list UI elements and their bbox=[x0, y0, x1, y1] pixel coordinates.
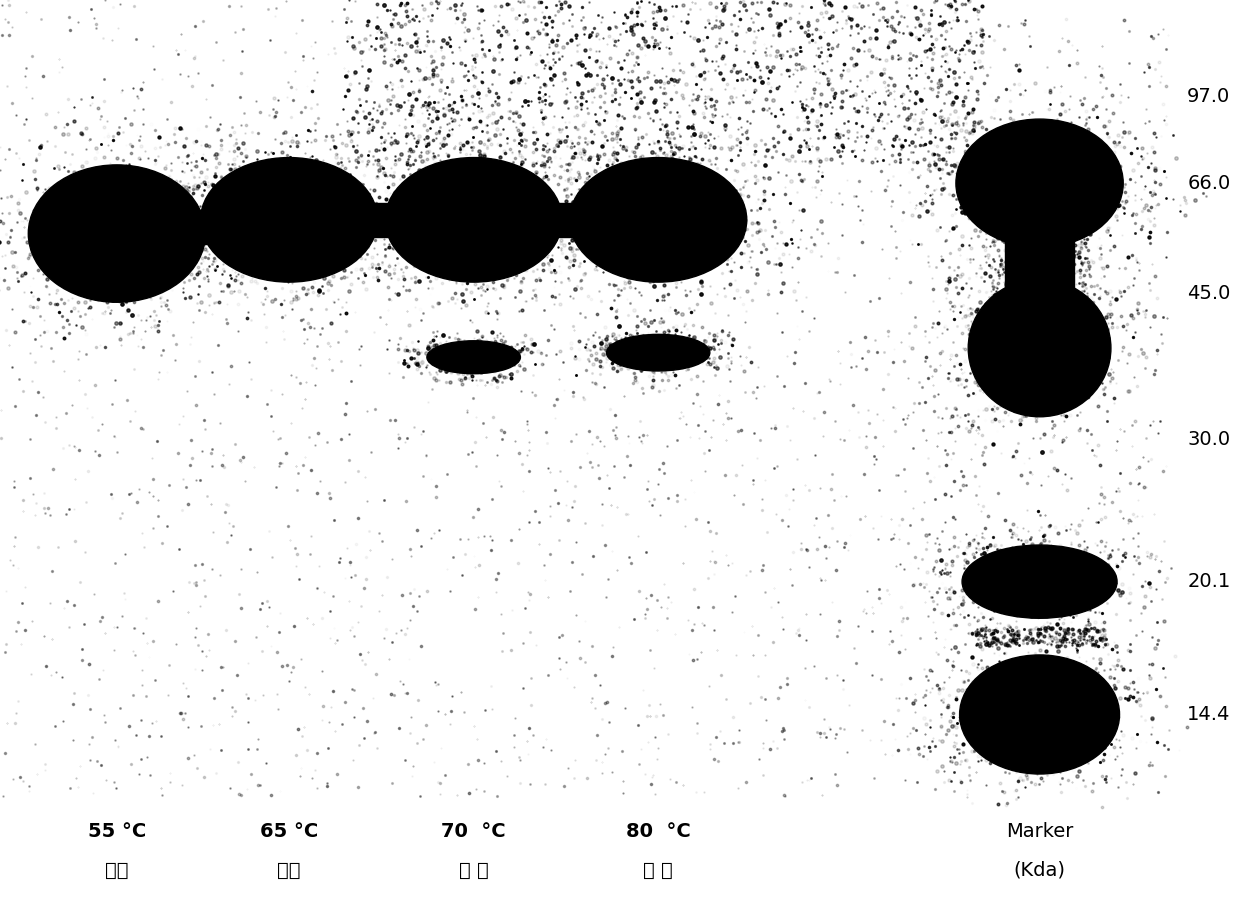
Ellipse shape bbox=[968, 279, 1111, 417]
Text: 97.0: 97.0 bbox=[1187, 87, 1230, 105]
Text: 样 品: 样 品 bbox=[644, 861, 673, 879]
Text: 55 °C: 55 °C bbox=[88, 823, 146, 841]
Text: 70  °C: 70 °C bbox=[441, 823, 506, 841]
Bar bbox=[1006, 227, 1074, 305]
Bar bbox=[360, 202, 403, 237]
Ellipse shape bbox=[606, 334, 709, 371]
Ellipse shape bbox=[956, 119, 1123, 247]
Ellipse shape bbox=[962, 545, 1117, 618]
Ellipse shape bbox=[427, 341, 521, 374]
Ellipse shape bbox=[386, 158, 562, 282]
Text: 样 品: 样 品 bbox=[459, 861, 489, 879]
Text: 66.0: 66.0 bbox=[1187, 174, 1230, 192]
Text: 30.0: 30.0 bbox=[1187, 431, 1230, 449]
Text: (Kda): (Kda) bbox=[1013, 861, 1065, 879]
Text: 45.0: 45.0 bbox=[1187, 284, 1230, 302]
Bar bbox=[544, 202, 588, 237]
Ellipse shape bbox=[960, 655, 1120, 774]
Text: 14.4: 14.4 bbox=[1187, 705, 1230, 724]
Text: 65 °C: 65 °C bbox=[260, 823, 319, 841]
Text: 样品: 样品 bbox=[278, 861, 301, 879]
Text: 20.1: 20.1 bbox=[1187, 572, 1230, 591]
Ellipse shape bbox=[569, 158, 746, 282]
Text: 样品: 样品 bbox=[105, 861, 129, 879]
Ellipse shape bbox=[29, 165, 206, 302]
Bar bbox=[187, 210, 218, 244]
Text: 80  °C: 80 °C bbox=[626, 823, 691, 841]
Text: Marker: Marker bbox=[1006, 823, 1074, 841]
Ellipse shape bbox=[201, 158, 378, 282]
